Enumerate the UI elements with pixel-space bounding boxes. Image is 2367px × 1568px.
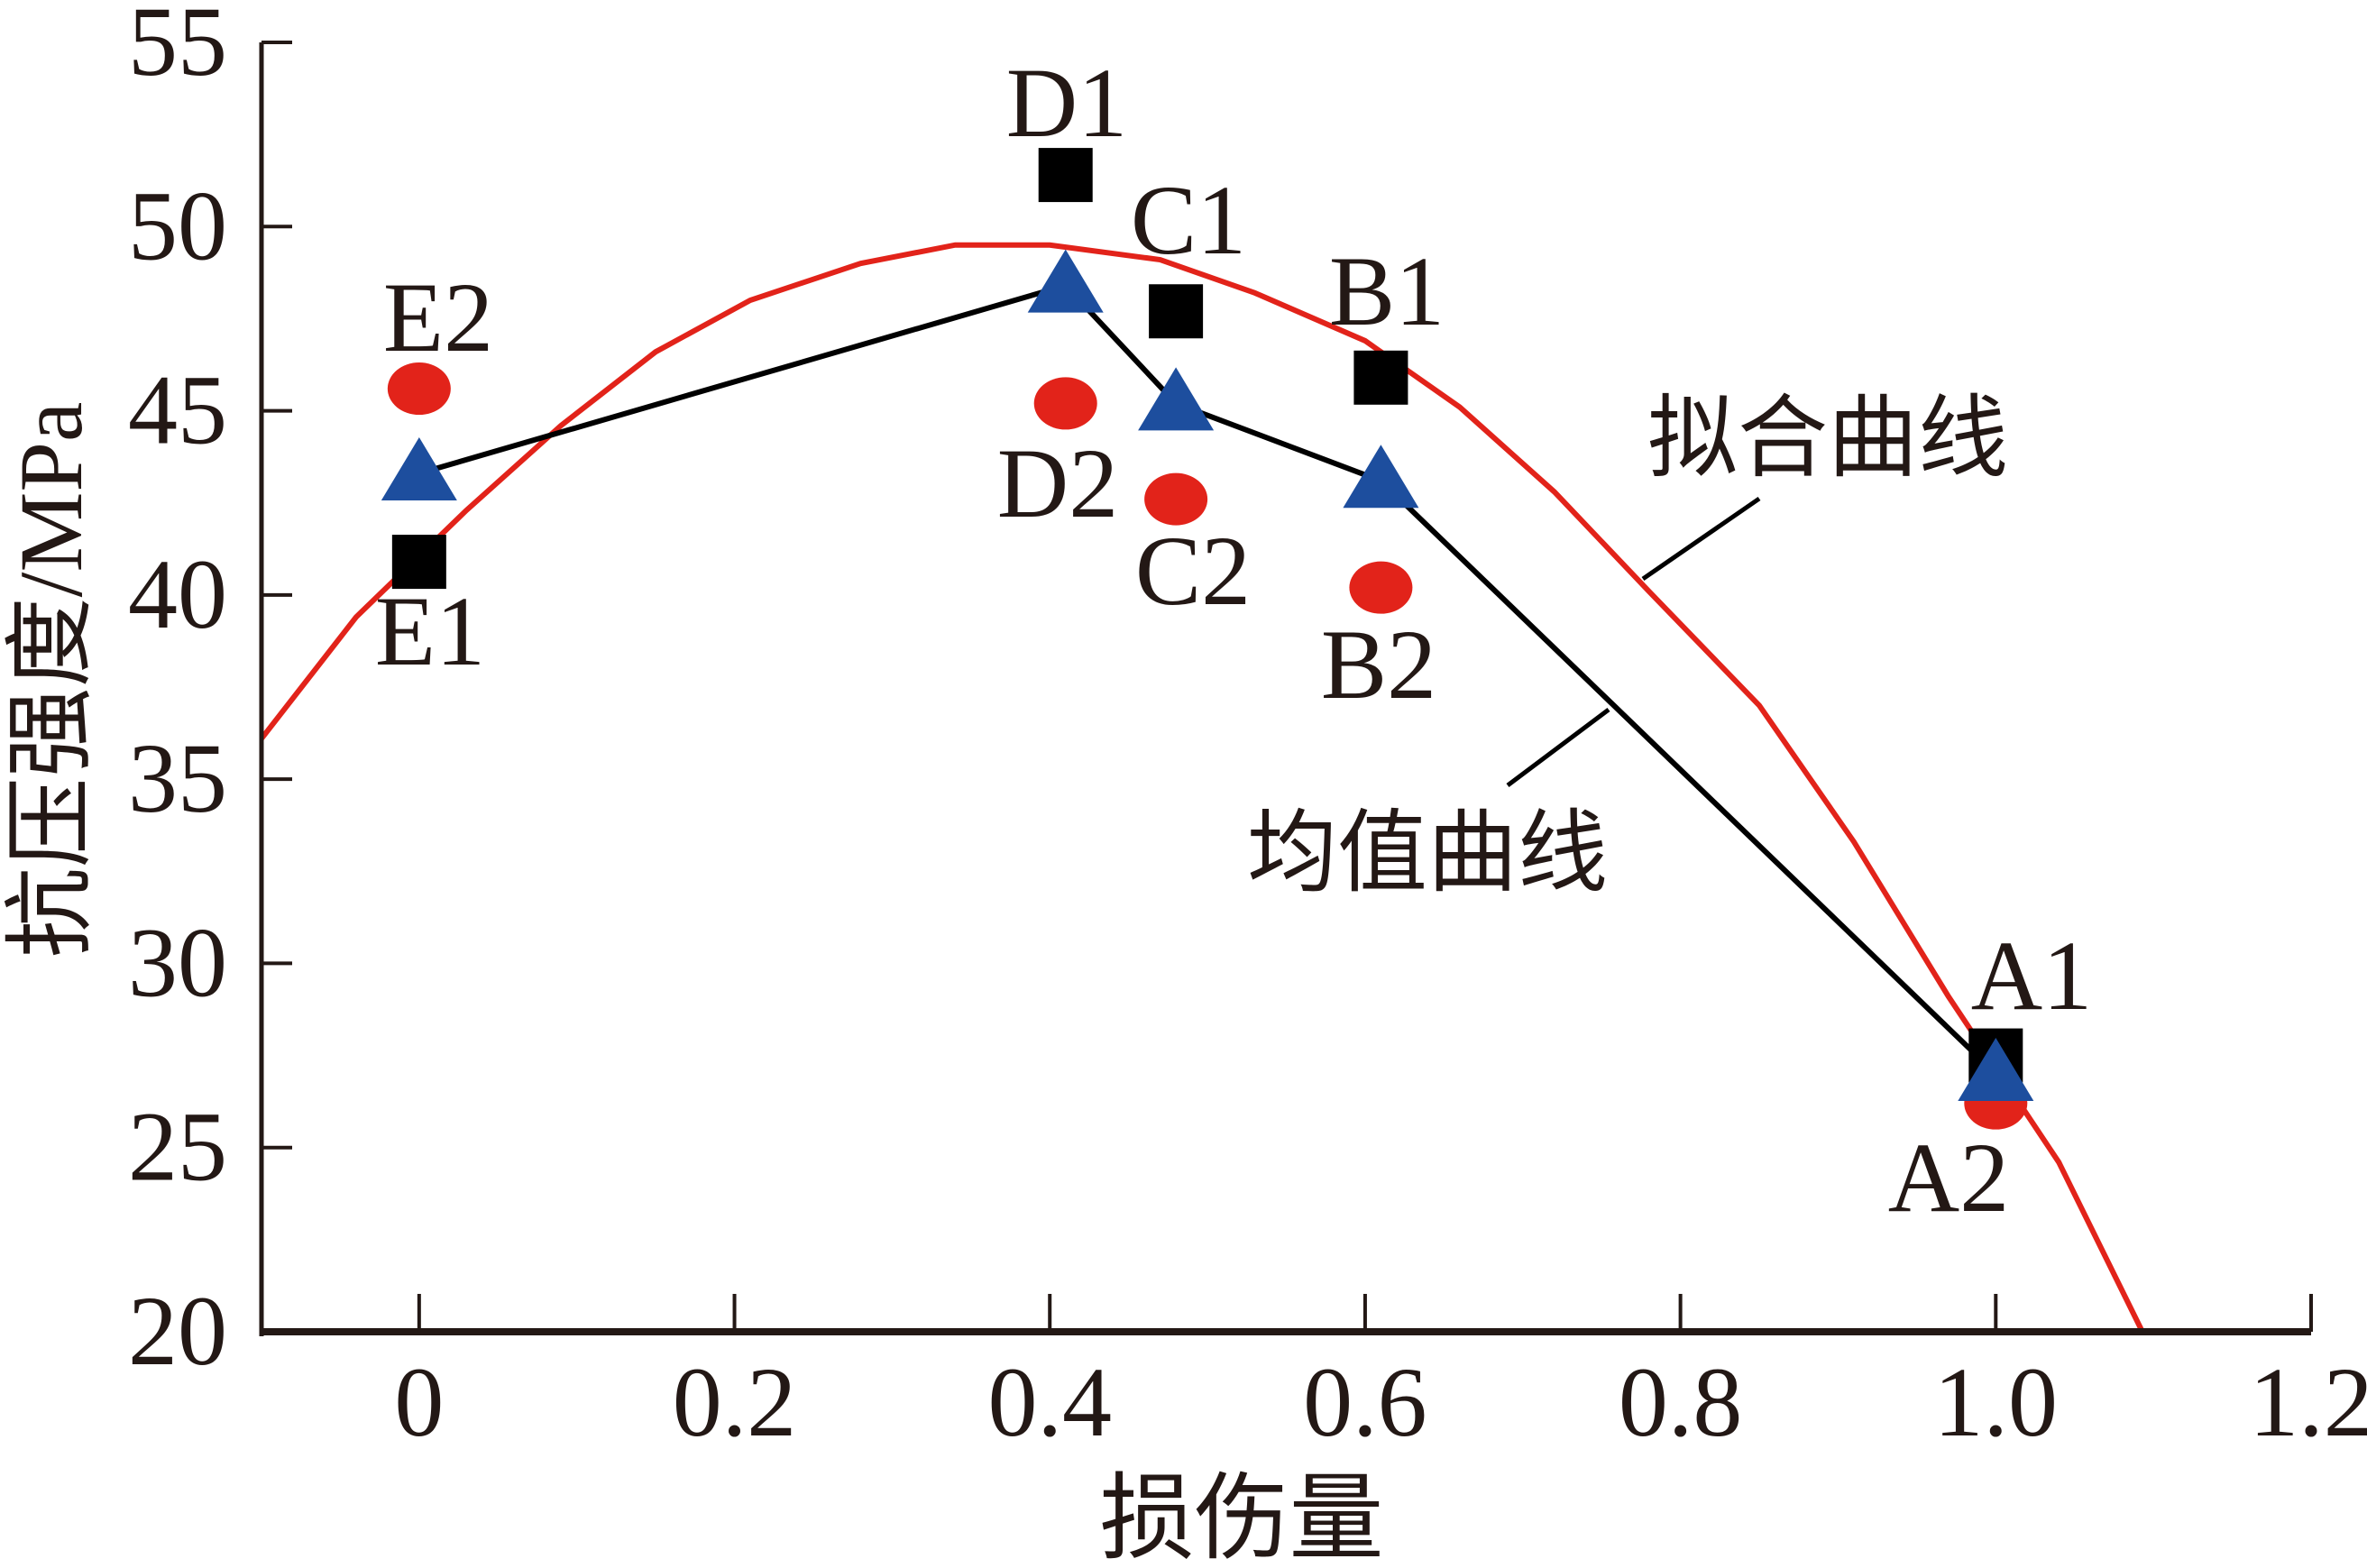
x-axis-label: 损伤量 [1099,1466,1383,1568]
y-tick-label: 30 [128,907,227,1017]
x-tick-label: 0.2 [673,1347,797,1457]
y-tick-label: 40 [128,539,227,649]
point-label-B1: B1 [1329,236,1445,346]
point-label-D2: D2 [997,428,1118,538]
circle-marker-E2 [387,362,451,416]
x-tick-label: 1.0 [1934,1347,2059,1457]
fit-curve-annotation: 拟合曲线 [1647,389,2008,489]
point-label-E2: E2 [383,262,493,372]
y-tick-label: 55 [128,0,227,96]
point-label-A1: A1 [1971,921,2092,1031]
axes: 0 0.2 0.4 0.6 0.8 1.0 1.2 20 25 30 35 40 45 50 55 [128,0,2367,1457]
triangle-marker-2 [1138,367,1215,431]
mean-curve-annotation: 均值曲线 [1247,803,1608,903]
x-tick-label: 0 [394,1347,444,1457]
circle-marker-D2 [1033,377,1097,430]
y-tick-label: 25 [128,1092,227,1202]
y-axis-label: 抗压强度/MPa [1,402,101,958]
y-tick-label: 35 [128,723,227,833]
square-marker-C1 [1149,284,1204,339]
triangle-marker-0 [381,437,457,501]
point-label-C1: C1 [1131,165,1246,275]
triangle-marker-3 [1343,445,1419,509]
x-tick-label: 0.8 [1619,1347,1743,1457]
square-marker-E1 [391,535,446,590]
mean-curve-leader [1506,708,1610,787]
point-label-E1: E1 [375,576,485,686]
x-tick-label: 1.2 [2249,1347,2367,1457]
point-label-C2: C2 [1135,516,1251,626]
x-tick-label: 0.4 [987,1347,1112,1457]
circle-marker-C2 [1144,472,1208,526]
y-tick-label: 45 [128,355,227,465]
fit-curve-line [259,242,2145,1334]
x-tick-label: 0.6 [1303,1347,1427,1457]
point-label-A2: A2 [1888,1123,2009,1233]
circle-marker-B2 [1349,561,1413,614]
triangle-marker-1 [1027,249,1104,313]
triangle-marker-4 [1958,1038,2034,1101]
square-marker-B1 [1353,350,1408,405]
markers-layer [381,148,2034,1130]
y-tick-label: 20 [128,1276,227,1386]
point-label-D1: D1 [1006,48,1127,158]
point-label-B2: B2 [1321,610,1436,720]
fit-curve-leader [1641,496,1761,582]
y-tick-label: 50 [128,170,227,280]
square-marker-D1 [1038,148,1093,203]
